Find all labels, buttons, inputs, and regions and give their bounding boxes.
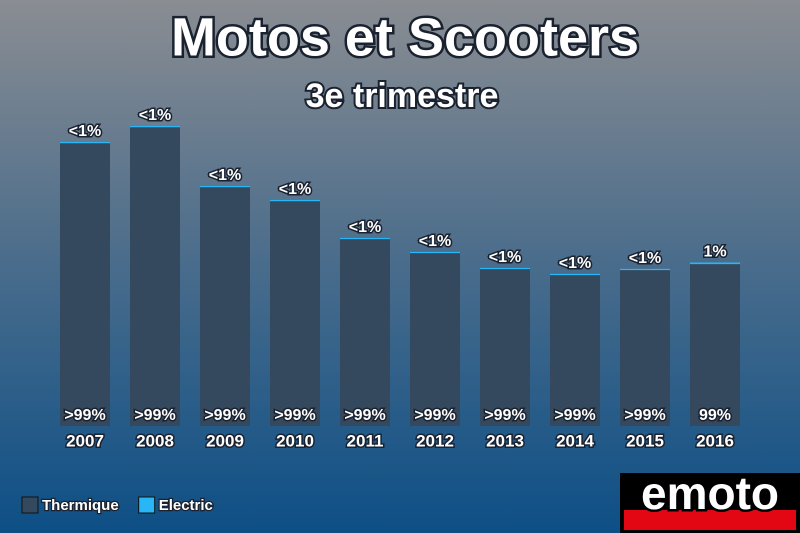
value-label: <1% <box>209 167 241 184</box>
bar-segment <box>690 262 740 265</box>
bar-segment <box>340 237 390 240</box>
legend-swatch <box>138 496 156 514</box>
value-label: <1% <box>559 255 591 272</box>
bar-segment <box>270 199 320 202</box>
value-label: >99% <box>134 407 175 424</box>
value-label: >99% <box>274 407 315 424</box>
x-tick-label: 2010 <box>276 431 314 450</box>
bar-segment <box>690 264 740 426</box>
bar-segment <box>410 251 460 254</box>
bar-segment <box>340 239 390 426</box>
bar-segment <box>60 141 110 144</box>
logo-text: emoto <box>641 467 779 519</box>
bar-segment <box>620 270 670 426</box>
bar-segment <box>410 253 460 426</box>
x-tick-label: 2016 <box>696 431 734 450</box>
x-tick-label: 2013 <box>486 431 524 450</box>
x-tick-label: 2007 <box>66 431 104 450</box>
bar-segment <box>550 273 600 276</box>
bar-segment <box>200 187 250 426</box>
value-label: >99% <box>414 407 455 424</box>
value-label: <1% <box>139 107 171 124</box>
x-tick-label: 2012 <box>416 431 454 450</box>
bar-segment <box>550 275 600 426</box>
logo: emoto <box>620 465 800 533</box>
value-label: <1% <box>419 233 451 250</box>
value-label: >99% <box>554 407 595 424</box>
x-tick-label: 2011 <box>347 431 384 450</box>
value-label: 1% <box>703 244 726 261</box>
x-tick-label: 2009 <box>206 431 244 450</box>
value-label: <1% <box>629 250 661 267</box>
bar-segment <box>60 143 110 426</box>
logo-band <box>624 510 796 530</box>
value-label: >99% <box>204 407 245 424</box>
bar-segment <box>130 126 180 128</box>
bar-segment <box>480 269 530 426</box>
value-label: >99% <box>484 407 525 424</box>
legend-swatch <box>21 496 39 514</box>
x-tick-label: 2014 <box>556 431 594 450</box>
bar-segment <box>200 185 250 188</box>
x-tick-label: 2008 <box>136 431 174 450</box>
value-label: <1% <box>489 249 521 266</box>
value-label: <1% <box>349 219 381 236</box>
x-tick-label: 2015 <box>626 431 664 450</box>
value-label: >99% <box>64 407 105 424</box>
chart-subtitle: 3e trimestre <box>306 77 499 115</box>
value-label: >99% <box>624 407 665 424</box>
chart-title: Motos et Scooters <box>171 7 639 67</box>
bar-segment <box>480 267 530 270</box>
bar-segment <box>270 201 320 426</box>
value-label: 99% <box>699 407 731 424</box>
bar-segment <box>130 127 180 426</box>
value-label: <1% <box>69 123 101 140</box>
legend-label: Thermique <box>42 497 119 514</box>
value-label: >99% <box>344 407 385 424</box>
bar-segment <box>620 268 670 271</box>
legend-label: Electric <box>159 497 213 514</box>
value-label: <1% <box>279 181 311 198</box>
